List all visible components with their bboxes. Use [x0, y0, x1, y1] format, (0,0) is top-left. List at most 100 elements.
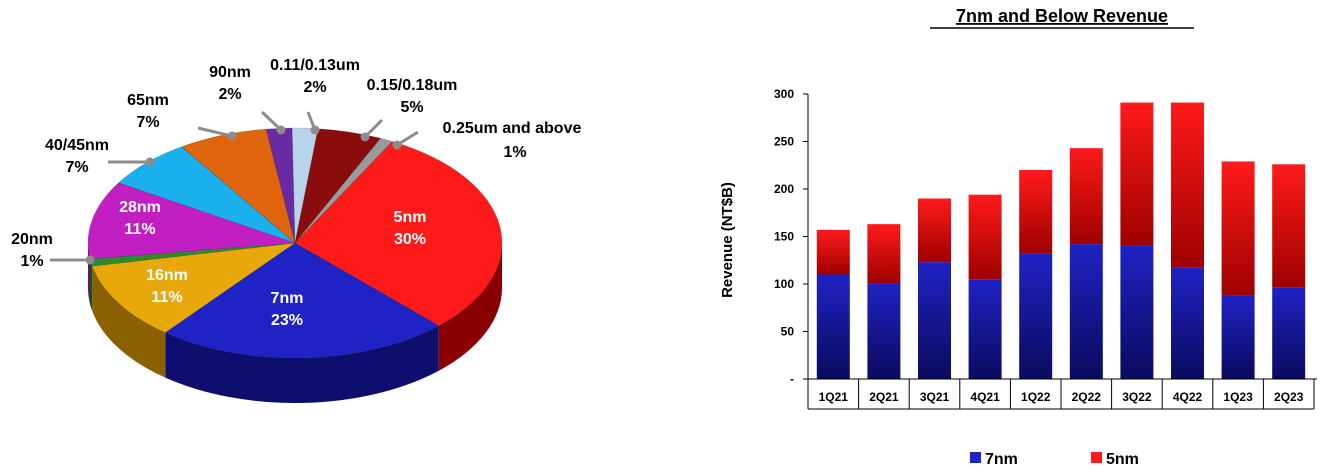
pie-side-7nm: [165, 325, 439, 403]
x-tick-label: 1Q23: [1223, 390, 1253, 404]
bar-7nm-2Q21: [867, 283, 901, 379]
chart-title: 7nm and Below Revenue: [956, 6, 1168, 26]
x-tick-label: 4Q21: [970, 390, 1000, 404]
bar-7nm-4Q21: [968, 279, 1002, 379]
bar-7nm-1Q22: [1019, 253, 1053, 379]
pie-label-0-11-0-13um: 0.11/0.13um 2%: [270, 57, 360, 96]
bar-series: [816, 102, 1306, 379]
leader-line: [197, 126, 233, 138]
leader-dot: [360, 132, 370, 142]
bar-7nm-3Q21: [918, 262, 951, 379]
bar-7nm-1Q23: [1221, 295, 1255, 379]
pie-label-percent: 1%: [20, 253, 43, 270]
pie-label-name: 0.11/0.13um: [270, 57, 360, 74]
pie-label-name: 16nm: [146, 267, 188, 284]
pie-label-name: 90nm: [209, 64, 251, 81]
pie-label-percent: 5%: [400, 99, 423, 116]
pie-label-16nm: 16nm 11%: [146, 267, 188, 306]
legend-swatch: [970, 452, 981, 463]
x-tick-label: 3Q22: [1122, 390, 1152, 404]
y-tick-label: 250: [774, 135, 794, 149]
legend-swatch: [1091, 452, 1102, 463]
pie-slice-65nm: [181, 128, 296, 244]
pie-slices: [87, 127, 503, 359]
pie-label-percent: 7%: [136, 114, 159, 131]
leader-dot: [310, 125, 320, 135]
y-tick-label: -: [790, 372, 794, 386]
pie-label-percent: 23%: [271, 312, 303, 329]
pie-sides: [88, 243, 502, 403]
legend-label: 7nm: [985, 451, 1018, 468]
legend-item-7nm: 7nm: [970, 451, 1018, 468]
pie-label-name: 0.25um and above: [443, 120, 582, 137]
pie-side-16nm: [92, 266, 166, 378]
pie-slice-16nm: [91, 242, 296, 333]
pie-leader-lines: [50, 110, 419, 265]
y-axis: - 50 100 150 200 250 300: [774, 87, 809, 386]
pie-label-percent: 30%: [394, 231, 426, 248]
leader-dot: [276, 125, 286, 135]
pie-slice-28nm: [87, 182, 296, 260]
bar-7nm-3Q22: [1120, 245, 1154, 379]
x-tick-label: 3Q21: [920, 390, 950, 404]
x-axis: 1Q21 2Q21 3Q21 4Q21 1Q22 2Q22 3Q22 4Q22 1Q23 2Q23: [807, 378, 1317, 410]
y-axis-label: Revenue (NT$B): [719, 182, 736, 298]
y-tick-label: 150: [774, 230, 794, 244]
legend-label: 5nm: [1106, 451, 1139, 468]
bar-7nm-1Q21: [816, 274, 850, 379]
pie-side-5nm: [438, 243, 502, 371]
x-tick-label: 2Q21: [869, 390, 899, 404]
y-tick-label: 100: [774, 277, 794, 291]
legend: 7nm 5nm: [970, 451, 1139, 468]
pie-label-20nm: 20nm 1%: [11, 231, 53, 270]
pie-label-65nm: 65nm 7%: [127, 92, 169, 131]
y-tick-label: 50: [781, 325, 795, 339]
bar-7nm-2Q22: [1069, 244, 1103, 379]
pie-label-name: 65nm: [127, 92, 169, 109]
bar-5nm-1Q21: [816, 229, 850, 275]
bar-5nm-1Q22: [1019, 170, 1053, 254]
bar-5nm-1Q23: [1221, 161, 1255, 296]
bar-7nm-2Q23: [1272, 287, 1306, 379]
pie-label-28nm: 28nm 11%: [119, 199, 161, 238]
pie-label-percent: 1%: [503, 144, 526, 161]
pie-label-percent: 11%: [124, 221, 155, 238]
bar-5nm-3Q22: [1120, 102, 1154, 246]
x-tick-label: 1Q21: [819, 390, 849, 404]
bar-5nm-3Q21: [918, 198, 951, 263]
pie-slice-5nm: [294, 141, 503, 327]
x-tick-label: 2Q23: [1274, 390, 1304, 404]
revenue-bar-chart: 7nm and Below Revenue Revenue (NT$B) - 50…: [719, 6, 1317, 468]
bar-5nm-4Q21: [968, 194, 1002, 280]
leader-dot: [227, 131, 237, 141]
leader-dot: [145, 157, 155, 167]
pie-side-20nm: [90, 259, 93, 312]
pie-slice-0-25um-and-above: [294, 137, 393, 244]
pie-label-0-25um-and-above: 0.25um and above 1%: [443, 120, 582, 161]
pie-label-name: 0.15/0.18um: [367, 77, 458, 94]
pie-label-0-15-0-18um: 0.15/0.18um 5%: [367, 77, 458, 116]
y-tick-label: 200: [774, 182, 794, 196]
bar-5nm-2Q21: [867, 224, 901, 284]
pie-label-name: 28nm: [119, 199, 161, 216]
pie-label-90nm: 90nm 2%: [209, 64, 251, 103]
legend-item-5nm: 5nm: [1091, 451, 1139, 468]
pie-slice-7nm: [164, 242, 440, 359]
bar-5nm-2Q23: [1272, 164, 1306, 288]
pie-label-percent: 7%: [65, 159, 88, 176]
technology-pie-chart: 5nm30%7nm23%16nm11%20nm1%28nm11%40/45nm7…: [11, 57, 581, 403]
pie-labels: 5nm30%7nm23%16nm11%20nm1%28nm11%40/45nm7…: [11, 57, 581, 329]
bar-5nm-4Q22: [1171, 102, 1204, 268]
pie-label-name: 5nm: [394, 209, 427, 226]
y-tick-label: 300: [774, 87, 794, 101]
x-tick-label: 1Q22: [1021, 390, 1051, 404]
bar-5nm-2Q22: [1069, 148, 1103, 245]
pie-label-name: 7nm: [271, 290, 304, 307]
pie-label-name: 40/45nm: [45, 137, 109, 154]
leader-dot: [85, 255, 95, 265]
pie-label-percent: 2%: [218, 86, 241, 103]
x-tick-label: 4Q22: [1173, 390, 1203, 404]
leader-dot: [392, 140, 402, 150]
pie-label-40-45nm: 40/45nm 7%: [45, 137, 109, 176]
